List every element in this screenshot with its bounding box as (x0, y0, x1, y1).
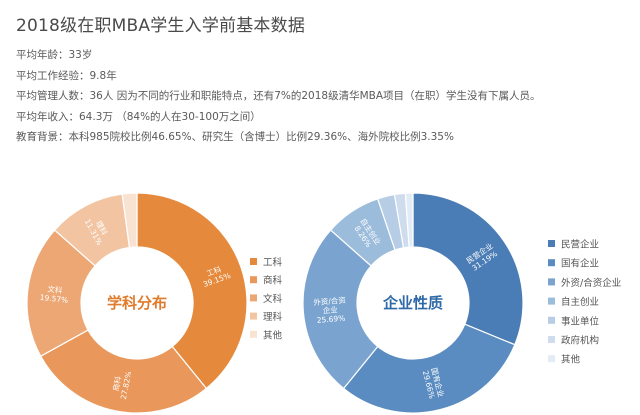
enterprise-slice-0 (412, 192, 524, 346)
enterprise-legend-label-4: 事业单位 (561, 315, 600, 327)
enterprise-legend-swatch-2 (548, 278, 555, 286)
page-title: 2018级在职MBA学生入学前基本数据 (16, 16, 306, 36)
discipline-slice-0 (136, 192, 248, 390)
enterprise-legend-swatch-0 (548, 240, 555, 247)
enterprise-legend-swatch-1 (548, 259, 555, 267)
stat-average-age: 平均年龄：33岁 (16, 49, 93, 61)
discipline-legend-swatch-0 (250, 258, 257, 265)
enterprise-legend-swatch-5 (548, 336, 555, 343)
enterprise-slice-6 (404, 192, 414, 248)
discipline-legend-label-2: 文科 (263, 293, 283, 305)
discipline-slice-4 (121, 192, 138, 249)
enterprise-legend-label-2: 外资/合资企业 (561, 277, 621, 289)
stat-education: 教育背景：本科985院校比例46.65%、研究生（含博士）比例29.36%、海外… (16, 131, 454, 143)
stat-management-size: 平均管理人数：36人 因为不同的行业和职能特点，还有7%的2018级清华MBA项… (16, 90, 541, 102)
stat-annual-income: 平均年收入：64.3万 （84%的人在30-100万之间） (16, 110, 261, 123)
enterprise-legend-swatch-6 (548, 355, 555, 363)
enterprise-legend-label-6: 其他 (561, 354, 581, 366)
enterprise-center-label: 企业性质 (382, 294, 443, 312)
stat-work-experience: 平均工作经验：9.8年 (16, 69, 117, 82)
discipline-legend-swatch-1 (250, 276, 257, 284)
discipline-legend-label-3: 理科 (263, 311, 283, 323)
enterprise-legend-label-1: 国有企业 (561, 258, 599, 270)
enterprise-legend-label-0: 民营企业 (561, 239, 599, 251)
discipline-legend-label-0: 工科 (263, 257, 283, 269)
enterprise-slice-2 (302, 229, 379, 390)
discipline-legend-label-1: 商科 (263, 275, 283, 287)
discipline-legend-swatch-3 (250, 312, 257, 320)
stats-block: 平均年龄：33岁 平均工作经验：9.8年 平均管理人数：36人 因为不同的行业和… (16, 45, 541, 148)
discipline-center-label: 学科分布 (107, 294, 167, 312)
discipline-slice-1 (39, 329, 208, 414)
discipline-slice-label-2: 文科19.57% (39, 283, 70, 305)
discipline-legend-label-4: 其他 (263, 329, 283, 341)
discipline-legend-swatch-4 (250, 330, 257, 338)
enterprise-legend-label-3: 自主创业 (561, 296, 599, 308)
enterprise-legend-swatch-3 (548, 297, 555, 305)
enterprise-slice-label-2: 外资/合资企业25.69% (313, 294, 348, 325)
enterprise-slice-1 (342, 323, 516, 414)
enterprise-legend-label-5: 政府机构 (561, 335, 599, 347)
enterprise-legend-swatch-4 (548, 316, 555, 324)
discipline-legend-swatch-2 (250, 294, 257, 302)
